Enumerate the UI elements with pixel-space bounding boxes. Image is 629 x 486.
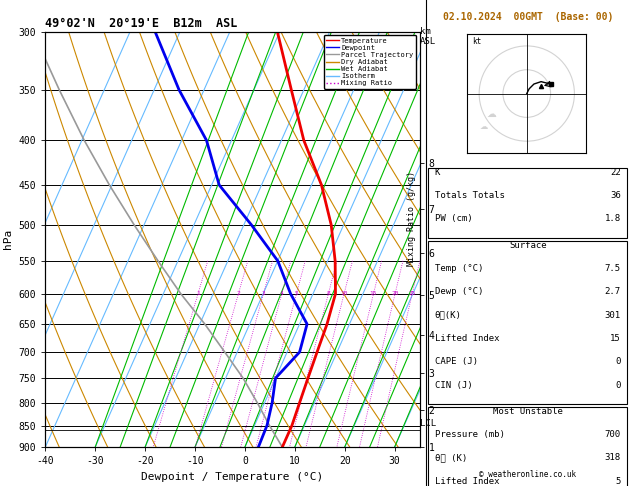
Bar	[428, 407, 627, 486]
Text: 2.7: 2.7	[604, 287, 621, 296]
Text: 4: 4	[280, 291, 284, 296]
Bar	[428, 168, 627, 238]
Text: 318: 318	[604, 453, 621, 463]
Text: 8: 8	[326, 291, 330, 296]
Text: 15: 15	[370, 291, 377, 296]
Text: 7.5: 7.5	[604, 264, 621, 273]
Text: 0: 0	[616, 357, 621, 366]
Text: 02.10.2024  00GMT  (Base: 00): 02.10.2024 00GMT (Base: 00)	[443, 12, 613, 22]
Text: Temp (°C): Temp (°C)	[435, 264, 483, 273]
Text: CAPE (J): CAPE (J)	[435, 357, 477, 366]
Text: θᴄ (K): θᴄ (K)	[435, 453, 467, 463]
Text: Surface: Surface	[509, 241, 547, 250]
Text: ☁: ☁	[480, 122, 488, 131]
Text: 301: 301	[604, 311, 621, 320]
Text: kt: kt	[472, 36, 481, 46]
Text: 2: 2	[237, 291, 240, 296]
Text: Mixing Ratio (g/kg): Mixing Ratio (g/kg)	[407, 171, 416, 266]
Text: Lifted Index: Lifted Index	[435, 334, 499, 343]
Legend: Temperature, Dewpoint, Parcel Trajectory, Dry Adiabat, Wet Adiabat, Isotherm, Mi: Temperature, Dewpoint, Parcel Trajectory…	[324, 35, 416, 89]
Text: 1.8: 1.8	[604, 214, 621, 224]
Text: 3: 3	[262, 291, 265, 296]
Text: km
ASL: km ASL	[420, 27, 437, 46]
Text: 5: 5	[294, 291, 298, 296]
Text: 49°02'N  20°19'E  B12m  ASL: 49°02'N 20°19'E B12m ASL	[45, 17, 238, 31]
Text: K: K	[435, 168, 440, 177]
Text: Most Unstable: Most Unstable	[493, 407, 563, 416]
Text: 22: 22	[610, 168, 621, 177]
Text: LCL: LCL	[420, 419, 437, 428]
Text: 25: 25	[408, 291, 416, 296]
Text: Totals Totals: Totals Totals	[435, 191, 504, 200]
Text: PW (cm): PW (cm)	[435, 214, 472, 224]
Text: Pressure (mb): Pressure (mb)	[435, 430, 504, 439]
Text: Dewp (°C): Dewp (°C)	[435, 287, 483, 296]
Text: 15: 15	[610, 334, 621, 343]
Text: 20: 20	[391, 291, 399, 296]
Text: θᴄ(K): θᴄ(K)	[435, 311, 462, 320]
Text: 1: 1	[196, 291, 200, 296]
Text: ☁: ☁	[486, 109, 496, 120]
Text: 700: 700	[604, 430, 621, 439]
Text: © weatheronline.co.uk: © weatheronline.co.uk	[479, 469, 576, 479]
Text: 5: 5	[616, 477, 621, 486]
Text: 36: 36	[610, 191, 621, 200]
X-axis label: Dewpoint / Temperature (°C): Dewpoint / Temperature (°C)	[142, 472, 323, 482]
Bar	[428, 241, 627, 404]
Text: Lifted Index: Lifted Index	[435, 477, 499, 486]
Text: CIN (J): CIN (J)	[435, 381, 472, 390]
Text: 10: 10	[340, 291, 348, 296]
Text: 0: 0	[616, 381, 621, 390]
Y-axis label: hPa: hPa	[3, 229, 13, 249]
